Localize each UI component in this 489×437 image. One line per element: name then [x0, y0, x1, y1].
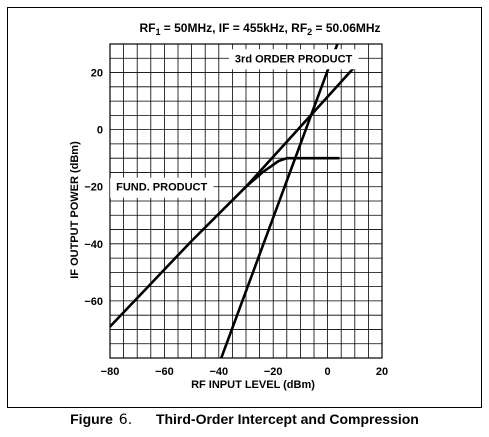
x-tick-label: 20: [376, 366, 388, 378]
tick-labels: −80 −60 −40 −20 0 20 20 0 −20 −40 −60: [84, 68, 388, 378]
x-tick-label: −40: [209, 366, 228, 378]
annotation-layer: 3rd ORDER PRODUCT FUND. PRODUCT: [110, 49, 359, 198]
y-tick-label: −40: [84, 239, 103, 251]
series-layer: [110, 44, 357, 358]
figure-caption: Figure 6. Third-Order Intercept and Comp…: [0, 411, 489, 428]
x-tick-label: −20: [264, 366, 283, 378]
plot-border: [109, 43, 383, 359]
annotation-fund-product: FUND. PRODUCT: [116, 182, 207, 194]
x-axis-label: RF INPUT LEVEL (dBm): [191, 379, 315, 391]
series-fund-extrapolated: [244, 65, 357, 188]
series-third-order: [219, 44, 339, 358]
annotation-3rd-order-product: 3rd ORDER PRODUCT: [235, 53, 353, 65]
annotation-fund-product-bg: [110, 177, 214, 198]
grid: [109, 43, 383, 359]
caption-prefix: Figure: [70, 411, 113, 427]
annotation-3rd-order-product-bg: [228, 49, 359, 70]
x-tick-label: −60: [155, 366, 174, 378]
caption-title: Third-Order Intercept and Compression: [155, 411, 419, 427]
y-tick-label: −20: [84, 182, 103, 194]
y-axis-label: IF OUTPUT POWER (dBm): [69, 141, 81, 279]
caption-number: 6.: [118, 412, 133, 428]
y-tick-label: −60: [84, 296, 103, 308]
chart: 3rd ORDER PRODUCT FUND. PRODUCT −80 −60 −40…: [69, 21, 388, 391]
x-tick-label: −80: [101, 366, 120, 378]
x-tick-label: 0: [325, 366, 331, 378]
y-tick-label: 20: [91, 68, 103, 80]
series-fund-product: [110, 156, 340, 328]
chart-title: RF1 = 50MHz, IF = 455kHz, RF2 = 50.06MHz: [139, 21, 380, 37]
figure-frame: [7, 7, 482, 408]
y-tick-label: 0: [97, 125, 103, 137]
